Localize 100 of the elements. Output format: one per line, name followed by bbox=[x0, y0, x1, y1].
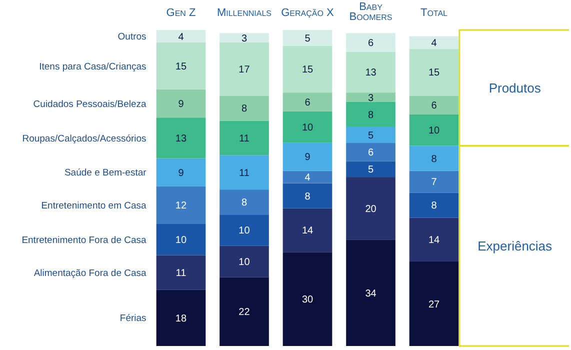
data-label: 15 bbox=[175, 61, 187, 72]
bar bbox=[220, 214, 269, 246]
data-label: 13 bbox=[175, 133, 187, 144]
bar bbox=[156, 30, 206, 43]
bar bbox=[282, 46, 332, 93]
data-label: 6 bbox=[368, 148, 374, 159]
bar bbox=[346, 33, 396, 52]
bar bbox=[282, 111, 332, 143]
bar bbox=[346, 177, 396, 240]
bar bbox=[409, 146, 459, 171]
data-label: 20 bbox=[365, 204, 377, 215]
data-label: 8 bbox=[431, 200, 438, 212]
bar bbox=[220, 96, 269, 121]
data-label: 12 bbox=[175, 200, 187, 212]
bar bbox=[282, 183, 332, 208]
data-label: 3 bbox=[368, 92, 374, 104]
bar bbox=[156, 186, 206, 224]
data-label: 8 bbox=[241, 104, 248, 115]
bar bbox=[409, 170, 459, 193]
data-label: 9 bbox=[178, 168, 184, 179]
bar bbox=[156, 89, 206, 118]
bar bbox=[156, 290, 206, 346]
series-label: Itens para Casa/Crianças bbox=[39, 61, 147, 72]
x-tick-label: Millennials bbox=[216, 7, 272, 19]
bar bbox=[156, 255, 206, 290]
bar bbox=[346, 92, 396, 102]
bar bbox=[346, 161, 396, 178]
data-label: 8 bbox=[304, 191, 311, 202]
data-label: 27 bbox=[428, 299, 440, 310]
bar bbox=[409, 48, 459, 96]
data-label: 11 bbox=[176, 268, 187, 279]
data-label: 5 bbox=[304, 33, 311, 44]
bar bbox=[409, 36, 459, 49]
data-label: 22 bbox=[238, 307, 250, 318]
data-label: 34 bbox=[365, 288, 377, 300]
bar bbox=[156, 42, 206, 90]
data-label: 7 bbox=[431, 177, 438, 188]
bar bbox=[156, 158, 206, 186]
data-label: 6 bbox=[304, 97, 311, 108]
bar bbox=[282, 142, 332, 171]
bar bbox=[409, 218, 459, 262]
bar bbox=[156, 224, 206, 256]
data-label: 15 bbox=[428, 68, 440, 79]
data-label: 9 bbox=[178, 99, 184, 110]
data-label: 14 bbox=[302, 226, 314, 237]
bar bbox=[220, 120, 269, 156]
data-label: 10 bbox=[302, 122, 314, 134]
bar bbox=[409, 96, 459, 114]
data-label: 5 bbox=[368, 130, 374, 142]
series-label: Outros bbox=[118, 32, 147, 43]
bar bbox=[346, 126, 396, 143]
data-label: 8 bbox=[241, 198, 248, 209]
bar bbox=[282, 208, 332, 252]
bar bbox=[220, 277, 269, 346]
bar bbox=[220, 190, 269, 215]
text: Experiências bbox=[478, 238, 553, 254]
bar bbox=[220, 42, 269, 96]
data-label: 10 bbox=[175, 235, 187, 246]
bar bbox=[282, 92, 332, 112]
data-label: 8 bbox=[368, 110, 374, 121]
bar bbox=[346, 142, 396, 162]
data-label: 4 bbox=[304, 172, 311, 184]
x-tick-label: Total bbox=[420, 7, 448, 19]
data-label: 6 bbox=[431, 100, 438, 112]
bar bbox=[220, 155, 269, 190]
series-label: Entretenimento em Casa bbox=[41, 200, 148, 212]
data-label: 9 bbox=[304, 152, 311, 164]
data-label: 10 bbox=[238, 226, 250, 237]
series-label: Saúde e Bem-estar bbox=[64, 168, 146, 179]
bar bbox=[282, 30, 332, 46]
data-label: 15 bbox=[302, 64, 314, 76]
bar bbox=[282, 170, 332, 184]
data-label: 11 bbox=[239, 168, 250, 179]
data-label: 17 bbox=[238, 64, 250, 76]
data-label: 4 bbox=[431, 38, 438, 50]
data-label: 10 bbox=[428, 126, 440, 137]
series-label: Cuidados Pessoais/Beleza bbox=[33, 98, 148, 110]
data-label: 5 bbox=[368, 164, 374, 176]
text: Produtos bbox=[488, 80, 542, 96]
bar bbox=[156, 118, 206, 158]
bar bbox=[346, 52, 396, 93]
x-tick-label: Geração X bbox=[281, 7, 335, 19]
data-label: 3 bbox=[241, 33, 248, 44]
data-label: 13 bbox=[365, 68, 377, 79]
data-label: 11 bbox=[239, 133, 250, 144]
bar bbox=[346, 102, 396, 127]
series-label: Férias bbox=[120, 313, 147, 324]
bar bbox=[409, 192, 459, 218]
bar bbox=[409, 114, 459, 146]
data-label: 8 bbox=[431, 154, 438, 165]
data-label: 14 bbox=[428, 235, 440, 246]
data-label: 6 bbox=[368, 38, 374, 50]
bar bbox=[220, 246, 269, 278]
series-label: Entretenimento Fora de Casa bbox=[22, 234, 148, 246]
series-label: Alimentação Fora de Casa bbox=[34, 268, 148, 279]
data-label: 4 bbox=[178, 32, 184, 43]
bar bbox=[346, 240, 396, 346]
data-label: 30 bbox=[302, 294, 314, 306]
x-tick-label: Gen Z bbox=[166, 7, 196, 19]
bar bbox=[409, 262, 459, 346]
